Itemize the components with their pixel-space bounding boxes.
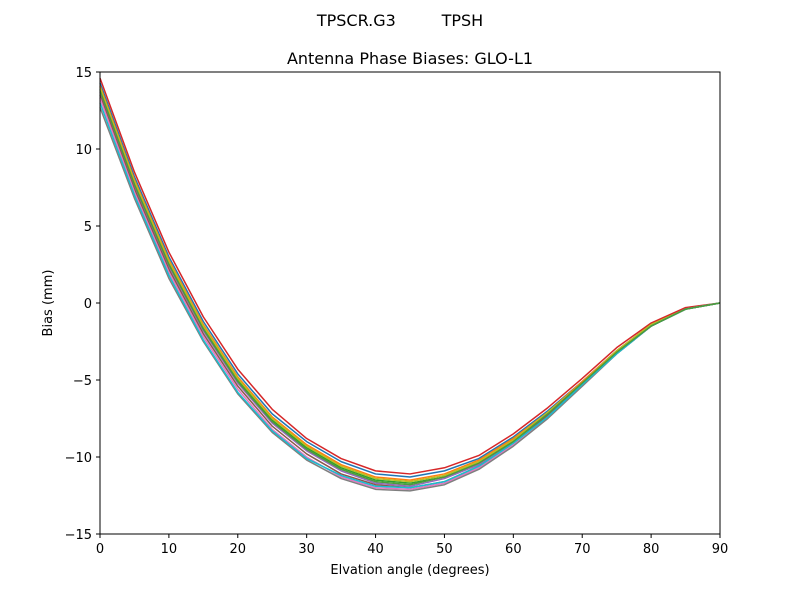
x-axis: 0 10 20 30 40 50 60 70 80 90	[96, 534, 728, 557]
series-layer	[99, 77, 721, 492]
y-tick-label: −10	[65, 451, 92, 466]
x-axis-label: Elvation angle (degrees)	[330, 563, 489, 578]
x-tick-label: 40	[367, 542, 384, 557]
x-tick-label: 60	[505, 542, 522, 557]
y-tick-label: −15	[65, 528, 92, 543]
series-line-9	[99, 87, 721, 483]
y-axis-label: Bias (mm)	[41, 270, 56, 337]
x-tick-label: 90	[712, 542, 729, 557]
y-tick-label: 5	[84, 220, 92, 235]
y-tick-label: 15	[75, 66, 92, 81]
x-tick-label: 80	[643, 542, 660, 557]
x-tick-label: 50	[436, 542, 453, 557]
x-tick-label: 10	[161, 542, 178, 557]
series-line-11	[99, 90, 721, 486]
y-tick-label: −5	[73, 374, 92, 389]
x-tick-label: 30	[298, 542, 315, 557]
plot-area	[100, 72, 720, 534]
y-tick-label: 0	[84, 297, 92, 312]
series-line-4	[99, 77, 721, 475]
y-tick-label: 10	[75, 143, 92, 158]
chart-title: Antenna Phase Biases: GLO-L1	[287, 49, 533, 68]
x-tick-label: 20	[230, 542, 247, 557]
x-tick-label: 70	[574, 542, 591, 557]
figure-suptitle: TPSCR.G3 TPSH	[316, 11, 483, 30]
x-tick-label: 0	[96, 542, 104, 557]
y-axis: −15 −10 −5 0 5 10 15	[65, 66, 100, 543]
series-line-10	[99, 102, 721, 489]
